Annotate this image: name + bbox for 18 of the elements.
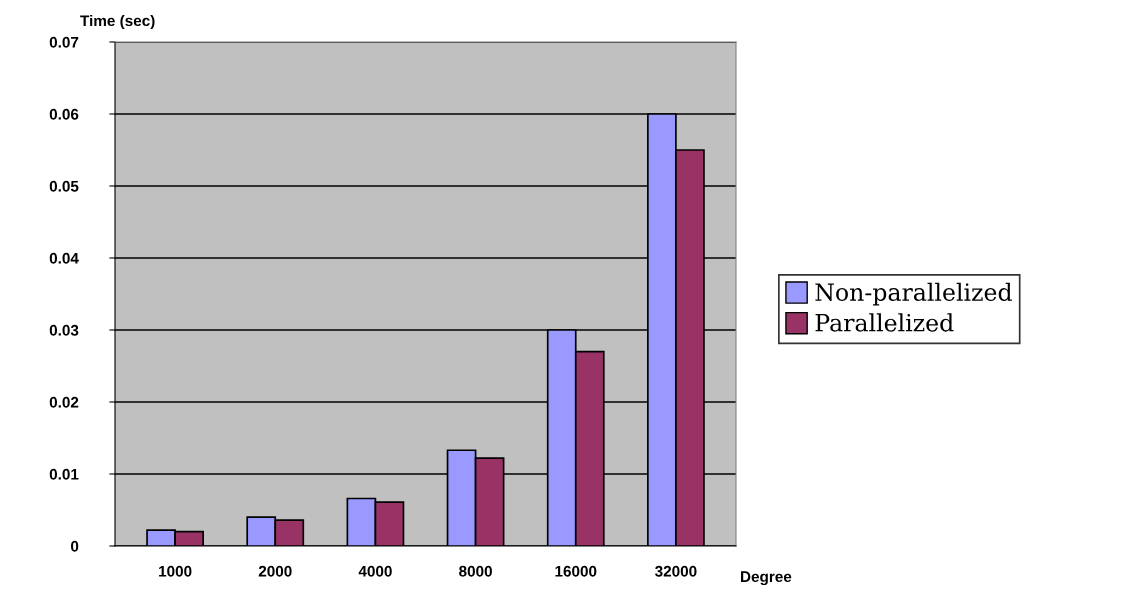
legend-label: Non-parallelized [815,282,1012,306]
x-tick-label: 32000 [655,565,697,577]
x-tick-label: 16000 [555,565,597,577]
x-tick-label: 8000 [459,565,492,577]
y-tick-label: 0.05 [49,180,79,192]
y-tick-label: 0 [71,540,79,552]
y-tick-label: 0.07 [49,36,79,48]
y-tick-label: 0.04 [49,252,79,264]
x-tick-label: 2000 [258,565,292,577]
x-tick-label: 4000 [358,565,392,577]
y-tick-label: 0.02 [49,396,79,408]
y-tick-label: 0.01 [49,468,79,480]
legend-label: Parallelized [815,313,954,332]
x-axis-title: Degree [741,571,792,586]
y-tick-label: 0.06 [49,108,79,120]
y-axis-title: Time (sec) [80,14,155,30]
y-tick-label: 0.03 [49,324,79,336]
x-tick-label: 1000 [159,565,192,577]
